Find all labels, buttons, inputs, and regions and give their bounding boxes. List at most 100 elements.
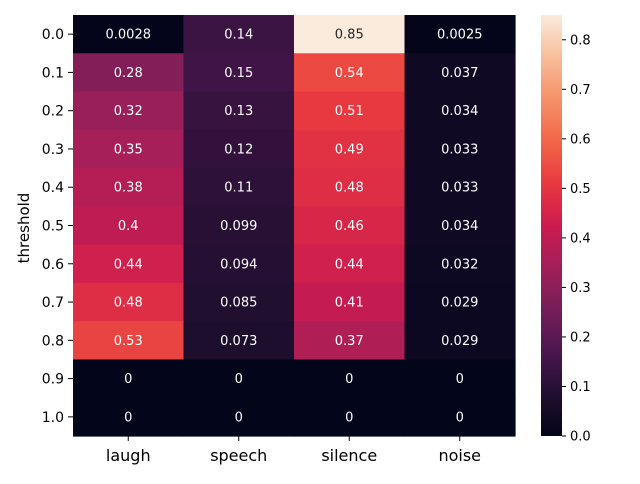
x-axis: laugh speech silence noise bbox=[106, 436, 481, 465]
y-tick-label: 0.8 bbox=[42, 333, 64, 349]
cell-annotation: 0.48 bbox=[335, 181, 364, 196]
heatmap-cell bbox=[404, 129, 516, 169]
x-tick-label: speech bbox=[210, 446, 267, 465]
cell-annotation: 0.099 bbox=[220, 219, 257, 234]
cell-annotation: 0.54 bbox=[335, 66, 364, 81]
y-tick-label: 0.1 bbox=[42, 65, 64, 81]
y-tick-label: 0.9 bbox=[42, 372, 64, 388]
y-axis-label: threshold bbox=[15, 193, 33, 264]
heatmap-cell bbox=[183, 244, 295, 284]
cell-annotation: 0.029 bbox=[441, 296, 478, 311]
colorbar-tick-label: 0.3 bbox=[570, 281, 591, 296]
heatmap-cell bbox=[73, 244, 185, 284]
cell-annotation: 0 bbox=[124, 410, 132, 425]
cell-annotation: 0.35 bbox=[114, 142, 143, 157]
colorbar-tick-label: 0.8 bbox=[570, 33, 591, 48]
heatmap-cell bbox=[294, 206, 406, 246]
cell-annotation: 0.15 bbox=[224, 66, 253, 81]
colorbar-tick-label: 0.6 bbox=[570, 132, 591, 147]
cell-annotation: 0.11 bbox=[224, 181, 253, 196]
heatmap-cell bbox=[404, 53, 516, 93]
heatmap-cell bbox=[404, 321, 516, 361]
cell-annotation: 0 bbox=[124, 372, 132, 387]
cell-annotation: 0.44 bbox=[114, 257, 143, 272]
colorbar: 0.0 0.1 0.2 0.3 0.4 0.5 0.6 0.7 0.8 bbox=[541, 15, 591, 445]
heatmap-cell bbox=[294, 244, 406, 284]
heatmap-cell bbox=[404, 282, 516, 322]
y-tick-label: 0.4 bbox=[42, 180, 64, 196]
colorbar-tick-label: 0.7 bbox=[570, 83, 591, 98]
x-tick-label: silence bbox=[321, 446, 377, 465]
cell-annotation: 0.032 bbox=[441, 257, 478, 272]
heatmap-cell bbox=[73, 15, 185, 54]
cell-annotation: 0.37 bbox=[335, 334, 364, 349]
heatmap-cell bbox=[73, 397, 185, 437]
heatmap-cell bbox=[183, 91, 295, 131]
colorbar-tick-label: 0.2 bbox=[570, 330, 591, 345]
y-tick-label: 1.0 bbox=[42, 410, 64, 426]
cell-annotation: 0.085 bbox=[220, 296, 257, 311]
cell-annotation: 0.4 bbox=[118, 219, 139, 234]
heatmap-cell bbox=[73, 321, 185, 361]
heatmap-cell bbox=[294, 91, 406, 131]
heatmap-cell bbox=[183, 53, 295, 93]
y-tick-label: 0.3 bbox=[42, 142, 64, 158]
heatmap-cell bbox=[404, 206, 516, 246]
heatmap-cell bbox=[73, 53, 185, 93]
cell-annotation: 0.073 bbox=[220, 334, 257, 349]
y-tick-label: 0.7 bbox=[42, 295, 64, 311]
heatmap-cell bbox=[404, 244, 516, 284]
heatmap-cell bbox=[183, 168, 295, 207]
heatmap-cell bbox=[294, 397, 406, 437]
heatmap-cell bbox=[73, 359, 185, 399]
heatmap-cell bbox=[183, 397, 295, 437]
cell-annotation: 0.44 bbox=[335, 257, 364, 272]
heatmap-cell bbox=[183, 282, 295, 322]
cell-annotation: 0.48 bbox=[114, 296, 143, 311]
cell-annotation: 0 bbox=[345, 372, 353, 387]
heatmap-cell bbox=[73, 282, 185, 322]
cell-annotation: 0.28 bbox=[114, 66, 143, 81]
cell-annotation: 0 bbox=[456, 410, 464, 425]
heatmap-cell bbox=[294, 359, 406, 399]
colorbar-tick-label: 0.5 bbox=[570, 182, 591, 197]
cell-annotation: 0.033 bbox=[441, 181, 478, 196]
cell-annotation: 0.41 bbox=[335, 296, 364, 311]
cell-annotation: 0 bbox=[456, 372, 464, 387]
cell-annotation: 0.46 bbox=[335, 219, 364, 234]
y-tick-label: 0.5 bbox=[42, 219, 64, 235]
y-tick-label: 0.6 bbox=[42, 257, 64, 273]
cell-annotation: 0.037 bbox=[441, 66, 478, 81]
colorbar-tick-label: 0.1 bbox=[570, 380, 591, 395]
x-tick-label: noise bbox=[438, 446, 481, 465]
heatmap-cell bbox=[404, 15, 516, 54]
heatmap-cell bbox=[404, 359, 516, 399]
cell-annotation: 0.034 bbox=[441, 104, 478, 119]
x-tick-label: laugh bbox=[106, 446, 151, 465]
heatmap-cell bbox=[183, 206, 295, 246]
cell-annotation: 0.13 bbox=[224, 104, 253, 119]
heatmap-cell bbox=[404, 397, 516, 437]
heatmap-cell bbox=[294, 129, 406, 169]
cell-annotation: 0.85 bbox=[335, 28, 364, 43]
cell-annotation: 0 bbox=[235, 372, 243, 387]
heatmap-cell bbox=[183, 15, 295, 54]
cell-annotation: 0 bbox=[235, 410, 243, 425]
y-axis: 0.0 0.1 0.2 0.3 0.4 0.5 0.6 0.7 0.8 0.9 1.0 bbox=[42, 27, 73, 426]
heatmap-cell bbox=[183, 321, 295, 361]
cell-annotation: 0.034 bbox=[441, 219, 478, 234]
cell-annotation: 0.38 bbox=[114, 181, 143, 196]
cell-annotation: 0.32 bbox=[114, 104, 143, 119]
y-tick-label: 0.0 bbox=[42, 27, 64, 43]
cell-annotation: 0.029 bbox=[441, 334, 478, 349]
colorbar-tick-label: 0.4 bbox=[570, 231, 591, 246]
heatmap-cell bbox=[183, 359, 295, 399]
heatmap-cell bbox=[73, 206, 185, 246]
heatmap-cell bbox=[73, 129, 185, 169]
heatmap-cell bbox=[73, 168, 185, 207]
heatmap-cell bbox=[404, 91, 516, 131]
cell-annotation: 0.0028 bbox=[106, 28, 152, 43]
colorbar-tick-label: 0.0 bbox=[570, 430, 591, 445]
heatmap-cell bbox=[294, 321, 406, 361]
